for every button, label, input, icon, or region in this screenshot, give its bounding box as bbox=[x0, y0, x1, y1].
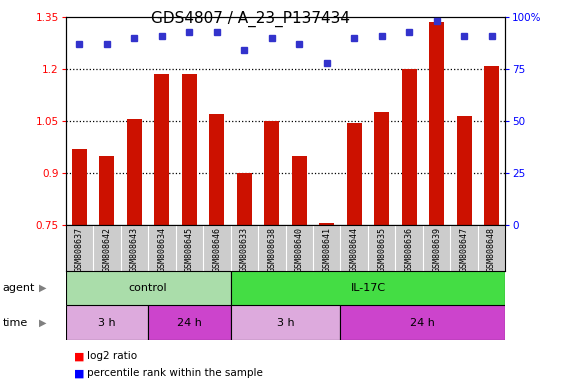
Bar bbox=[457, 116, 472, 225]
Text: GSM808648: GSM808648 bbox=[487, 227, 496, 272]
Text: agent: agent bbox=[3, 283, 35, 293]
Text: GSM808643: GSM808643 bbox=[130, 227, 139, 272]
Text: GSM808634: GSM808634 bbox=[158, 227, 166, 272]
Text: 3 h: 3 h bbox=[98, 318, 116, 328]
Bar bbox=[231, 305, 340, 340]
Text: GSM808644: GSM808644 bbox=[349, 227, 359, 272]
Bar bbox=[319, 223, 334, 225]
Text: GSM808642: GSM808642 bbox=[102, 227, 111, 272]
Text: GSM808639: GSM808639 bbox=[432, 227, 441, 272]
Text: GSM808637: GSM808637 bbox=[75, 227, 84, 272]
Bar bbox=[182, 74, 197, 225]
Text: GSM808646: GSM808646 bbox=[212, 227, 222, 272]
Text: GSM808638: GSM808638 bbox=[267, 227, 276, 272]
Bar bbox=[292, 156, 307, 225]
Bar bbox=[401, 69, 417, 225]
Bar bbox=[237, 173, 252, 225]
Text: percentile rank within the sample: percentile rank within the sample bbox=[87, 368, 263, 378]
Bar bbox=[148, 305, 231, 340]
Text: 24 h: 24 h bbox=[411, 318, 435, 328]
Bar bbox=[347, 123, 362, 225]
Text: control: control bbox=[129, 283, 167, 293]
Bar bbox=[99, 156, 114, 225]
Text: 3 h: 3 h bbox=[277, 318, 294, 328]
Text: GDS4807 / A_23_P137434: GDS4807 / A_23_P137434 bbox=[151, 11, 350, 27]
Text: ■: ■ bbox=[74, 351, 85, 361]
Bar bbox=[264, 121, 279, 225]
Bar bbox=[340, 305, 505, 340]
Text: GSM808635: GSM808635 bbox=[377, 227, 386, 272]
Bar bbox=[484, 66, 499, 225]
Text: ▶: ▶ bbox=[39, 318, 47, 328]
Text: GSM808647: GSM808647 bbox=[460, 227, 469, 272]
Bar bbox=[429, 23, 444, 225]
Text: GSM808645: GSM808645 bbox=[185, 227, 194, 272]
Text: GSM808633: GSM808633 bbox=[240, 227, 249, 272]
Text: time: time bbox=[3, 318, 28, 328]
Bar bbox=[72, 149, 87, 225]
Bar bbox=[374, 113, 389, 225]
Text: IL-17C: IL-17C bbox=[351, 283, 385, 293]
Bar bbox=[231, 271, 505, 305]
Text: GSM808641: GSM808641 bbox=[322, 227, 331, 272]
Bar bbox=[66, 271, 231, 305]
Text: GSM808636: GSM808636 bbox=[405, 227, 413, 272]
Bar bbox=[209, 114, 224, 225]
Bar bbox=[154, 74, 170, 225]
Text: ■: ■ bbox=[74, 368, 85, 378]
Text: 24 h: 24 h bbox=[177, 318, 202, 328]
Text: GSM808640: GSM808640 bbox=[295, 227, 304, 272]
Text: log2 ratio: log2 ratio bbox=[87, 351, 137, 361]
Text: ▶: ▶ bbox=[39, 283, 47, 293]
Bar bbox=[66, 305, 148, 340]
Bar bbox=[127, 119, 142, 225]
